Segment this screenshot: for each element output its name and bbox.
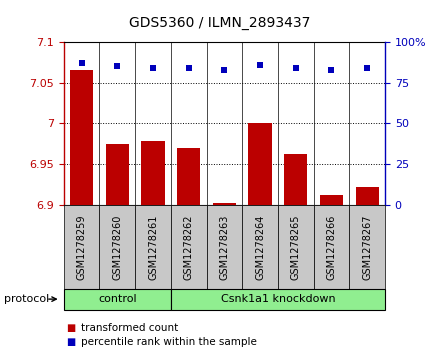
- Text: GSM1278264: GSM1278264: [255, 214, 265, 280]
- Point: [328, 67, 335, 73]
- Text: GSM1278259: GSM1278259: [77, 214, 87, 280]
- Text: GSM1278262: GSM1278262: [184, 214, 194, 280]
- Text: transformed count: transformed count: [81, 323, 179, 333]
- Text: GSM1278263: GSM1278263: [220, 214, 229, 280]
- Bar: [213, 204, 236, 205]
- Text: GSM1278261: GSM1278261: [148, 214, 158, 280]
- Point: [114, 63, 121, 69]
- Point: [292, 65, 299, 71]
- Text: control: control: [98, 294, 137, 304]
- Bar: [70, 70, 93, 205]
- Text: protocol: protocol: [4, 294, 50, 304]
- Point: [150, 65, 157, 71]
- Text: ■: ■: [66, 337, 75, 347]
- Bar: [177, 148, 200, 205]
- Bar: [249, 123, 271, 205]
- Text: GSM1278266: GSM1278266: [326, 214, 337, 280]
- Text: percentile rank within the sample: percentile rank within the sample: [81, 337, 257, 347]
- Bar: [320, 195, 343, 205]
- Text: ■: ■: [66, 323, 75, 333]
- Text: GSM1278265: GSM1278265: [291, 214, 301, 280]
- Text: GSM1278260: GSM1278260: [112, 214, 122, 280]
- Bar: [106, 144, 129, 205]
- Bar: [284, 155, 308, 205]
- Point: [78, 60, 85, 66]
- Point: [257, 62, 264, 68]
- Point: [185, 65, 192, 71]
- Text: Csnk1a1 knockdown: Csnk1a1 knockdown: [220, 294, 335, 304]
- Text: GDS5360 / ILMN_2893437: GDS5360 / ILMN_2893437: [129, 16, 311, 30]
- Bar: [356, 187, 379, 205]
- Point: [221, 67, 228, 73]
- Text: GSM1278267: GSM1278267: [362, 214, 372, 280]
- Bar: [141, 142, 165, 205]
- Point: [363, 65, 370, 71]
